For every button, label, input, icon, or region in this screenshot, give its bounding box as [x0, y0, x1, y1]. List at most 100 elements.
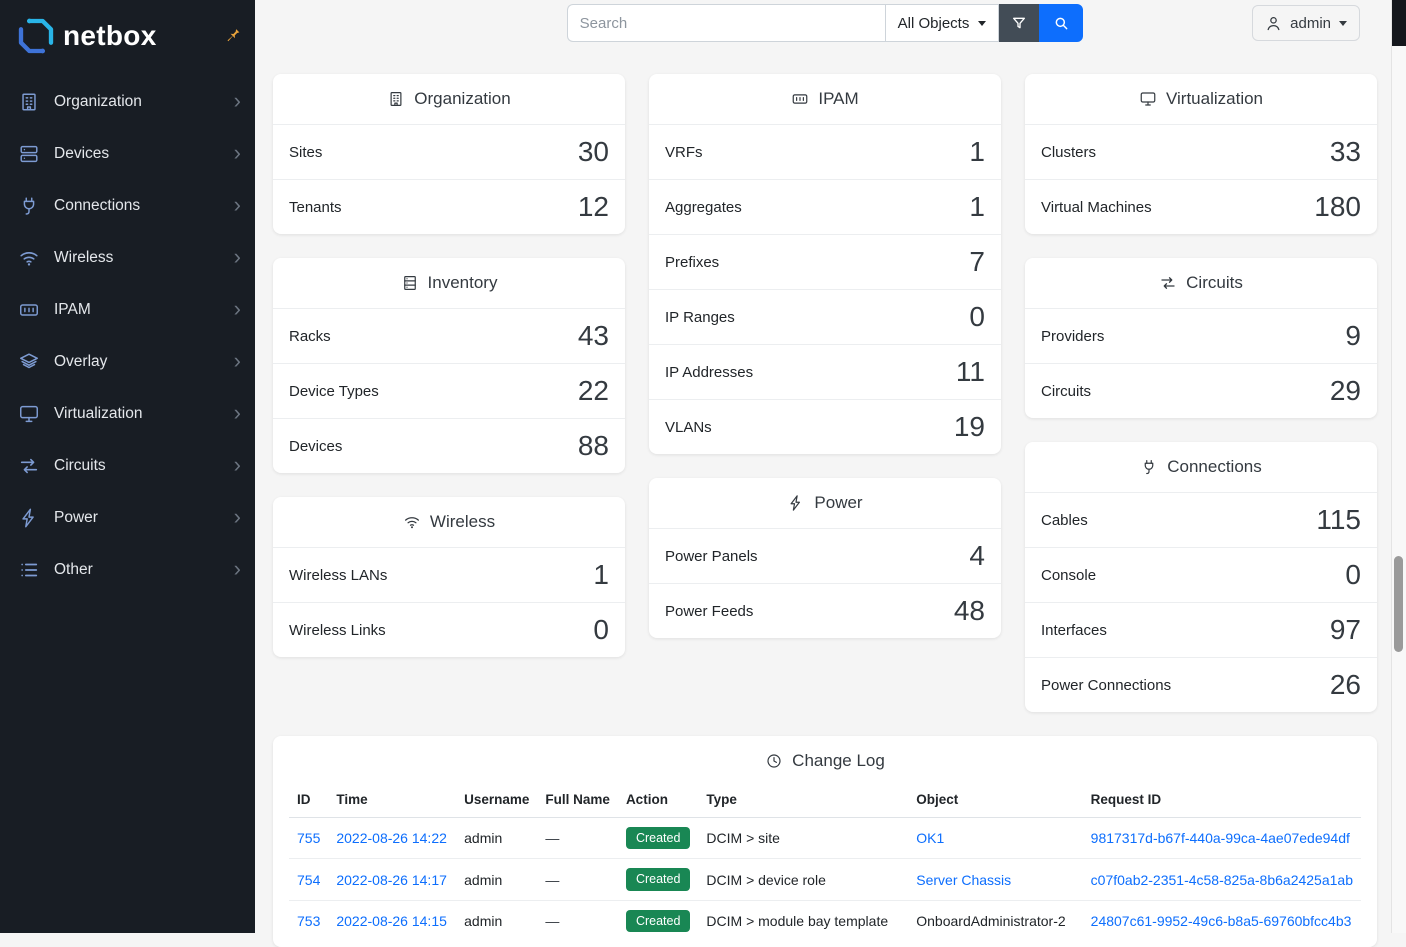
search-button[interactable]: [1039, 4, 1084, 42]
user-menu-button[interactable]: admin: [1252, 5, 1360, 41]
stat-row-cables: Cables 115: [1025, 492, 1377, 547]
change-request-id-link[interactable]: c07f0ab2-2351-4c58-825a-8b6a2425a1ab: [1090, 871, 1353, 888]
change-full-name: —: [545, 912, 560, 929]
stat-value[interactable]: 26: [1329, 669, 1361, 700]
sidebar-item-label: Wireless: [54, 249, 114, 266]
stat-value[interactable]: 30: [577, 136, 609, 167]
change-request-id-link[interactable]: 9817317d-b67f-440a-99ca-4ae07ede94df: [1090, 830, 1350, 847]
change-time-link[interactable]: 2022-08-26 14:15: [336, 912, 447, 929]
stat-value[interactable]: 12: [577, 191, 609, 222]
table-row: 755 2022-08-26 14:22 admin — Created DCI…: [289, 818, 1361, 859]
sidebar-item-overlay[interactable]: Overlay ›: [0, 336, 255, 388]
stat-label: Providers: [1041, 327, 1105, 345]
sidebar-item-organization[interactable]: Organization ›: [0, 76, 255, 128]
organization-card: Organization Sites 30 Tenants 12: [273, 74, 625, 234]
sidebar-item-power[interactable]: Power ›: [0, 492, 255, 544]
stat-value[interactable]: 180: [1314, 191, 1361, 222]
cable-icon: [1140, 458, 1158, 476]
card-title: Wireless: [429, 512, 496, 531]
stat-value[interactable]: 9: [1345, 320, 1361, 351]
object-type-label: All Objects: [897, 14, 970, 32]
connections-card: Connections Cables 115 Console 0 Interfa…: [1025, 442, 1377, 712]
circuits-card: Circuits Providers 9 Circuits 29: [1025, 258, 1377, 418]
stat-value[interactable]: 33: [1329, 136, 1361, 167]
stat-value[interactable]: 43: [577, 320, 609, 351]
caret-down-icon: [1339, 20, 1347, 26]
pin-icon[interactable]: [223, 26, 241, 44]
change-time-link[interactable]: 2022-08-26 14:22: [336, 830, 447, 847]
stat-value[interactable]: 1: [969, 191, 985, 222]
change-object-link[interactable]: OK1: [916, 830, 945, 847]
stat-value[interactable]: 19: [953, 411, 985, 442]
sidebar-item-circuits[interactable]: Circuits ›: [0, 440, 255, 492]
sidebar-item-devices[interactable]: Devices ›: [0, 128, 255, 180]
stat-label: Sites: [289, 143, 323, 161]
inventory-card-header: Inventory: [273, 258, 625, 308]
netbox-logo[interactable]: netbox: [16, 16, 157, 56]
sidebar-item-wireless[interactable]: Wireless ›: [0, 232, 255, 284]
bolt-icon: [18, 507, 40, 529]
stat-value[interactable]: 48: [953, 595, 985, 626]
stat-row-power-connections: Power Connections 26: [1025, 657, 1377, 712]
table-header-row: ID Time Username Full Name Action Type O…: [289, 786, 1361, 818]
stat-row-console: Console 0: [1025, 547, 1377, 602]
stat-label: Tenants: [289, 198, 342, 216]
stat-value[interactable]: 0: [1345, 559, 1361, 590]
stat-value[interactable]: 88: [577, 430, 609, 461]
scrollbar-thumb[interactable]: [1394, 556, 1403, 652]
search-input[interactable]: [566, 4, 885, 42]
sidebar-item-label: Power: [54, 509, 98, 526]
stat-value[interactable]: 22: [577, 375, 609, 406]
change-time-link[interactable]: 2022-08-26 14:17: [336, 871, 447, 888]
object-type-select[interactable]: All Objects: [884, 4, 1000, 42]
change-id-link[interactable]: 753: [297, 912, 321, 929]
page-scrollbar[interactable]: [1391, 0, 1406, 933]
user-icon: [1265, 15, 1282, 32]
change-object-link[interactable]: Server Chassis: [916, 871, 1012, 888]
change-request-id-link[interactable]: 24807c61-9952-49c6-b8a5-69760bfcc4b3: [1090, 912, 1352, 929]
card-title: Circuits: [1186, 273, 1243, 292]
change-id-link[interactable]: 755: [297, 830, 321, 847]
stat-label: Virtual Machines: [1041, 198, 1152, 216]
card-title: Change Log: [792, 751, 885, 770]
sidebar-item-virtualization[interactable]: Virtualization ›: [0, 388, 255, 440]
table-row: 753 2022-08-26 14:15 admin — Created DCI…: [289, 899, 1361, 942]
filter-button[interactable]: [999, 4, 1040, 42]
stat-value[interactable]: 0: [593, 614, 609, 645]
stat-row-circuits: Circuits 29: [1025, 363, 1377, 418]
stat-label: IP Addresses: [665, 363, 754, 381]
building-icon: [387, 90, 405, 108]
dashboard-grid: Organization Sites 30 Tenants 12 Invento…: [273, 74, 1377, 712]
stat-value[interactable]: 7: [969, 246, 985, 277]
search-bar: All Objects: [566, 4, 1084, 42]
chevron-right-icon: ›: [233, 191, 241, 217]
chevron-right-icon: ›: [233, 139, 241, 165]
sidebar-item-other[interactable]: Other ›: [0, 544, 255, 596]
inventory-card: Inventory Racks 43 Device Types 22 Devic…: [273, 258, 625, 473]
sidebar-item-ipam[interactable]: IPAM ›: [0, 284, 255, 336]
stat-value[interactable]: 115: [1316, 504, 1361, 535]
user-menu-label: admin: [1290, 14, 1331, 32]
stat-label: Power Panels: [665, 547, 758, 565]
stat-value[interactable]: 0: [969, 301, 985, 332]
stat-value[interactable]: 1: [969, 136, 985, 167]
stat-row-devices: Devices 88: [273, 418, 625, 473]
ipam-card: IPAM VRFs 1 Aggregates 1 Prefixes 7 IP R…: [649, 74, 1001, 454]
stat-value[interactable]: 29: [1329, 375, 1361, 406]
col-header-object: Object: [908, 786, 1083, 818]
stat-label: Interfaces: [1041, 621, 1107, 639]
col-header-type: Type: [698, 786, 909, 818]
card-title: Power: [814, 493, 863, 512]
sidebar-item-label: Other: [54, 561, 93, 578]
sidebar-item-connections[interactable]: Connections ›: [0, 180, 255, 232]
ipam-card-header: IPAM: [649, 74, 1001, 124]
stat-value[interactable]: 4: [969, 540, 985, 571]
stat-value[interactable]: 11: [955, 356, 985, 387]
stat-value[interactable]: 1: [593, 559, 609, 590]
table-row: 754 2022-08-26 14:17 admin — Created DCI…: [289, 858, 1361, 901]
col-header-time: Time: [328, 786, 457, 818]
change-id-link[interactable]: 754: [297, 871, 321, 888]
stat-value[interactable]: 97: [1329, 614, 1361, 645]
stat-label: Circuits: [1041, 382, 1092, 400]
stat-label: Cables: [1041, 511, 1088, 529]
